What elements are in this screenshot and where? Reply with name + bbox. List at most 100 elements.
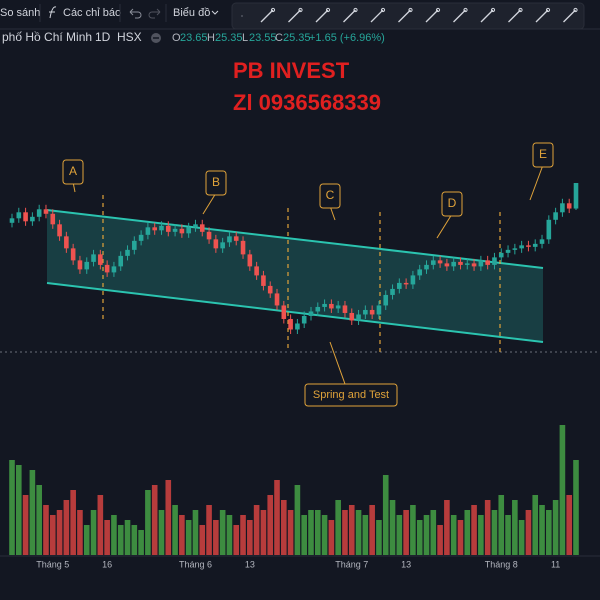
candle-body <box>43 209 49 214</box>
candle-body <box>369 309 375 315</box>
ohlc-label: O <box>172 32 181 44</box>
candle-body <box>295 323 300 330</box>
candle-body <box>159 225 164 231</box>
candle-body <box>220 242 225 249</box>
candle-body <box>193 224 198 228</box>
candle-body <box>492 257 497 265</box>
candle-body <box>30 216 35 222</box>
candle-body <box>267 285 273 294</box>
volume-bar <box>376 520 382 555</box>
volume-bar <box>389 500 396 555</box>
candle-body <box>363 309 368 315</box>
candle-body <box>437 260 443 264</box>
tool-handle <box>325 7 331 13</box>
undo-button[interactable] <box>129 8 142 19</box>
candle-body <box>560 203 565 213</box>
volume-bar <box>464 510 471 555</box>
volume-bar <box>172 505 178 555</box>
chart-type-button[interactable]: Biểu đồ <box>173 7 210 19</box>
volume-bar <box>49 515 56 555</box>
candle-body <box>308 311 314 316</box>
x-tick-label: 13 <box>245 559 255 569</box>
ohlc-value: 25.35 <box>215 32 243 44</box>
volume-bar <box>450 515 457 555</box>
indicator-icon <box>49 6 57 19</box>
brand: PB INVEST <box>233 58 350 83</box>
volume-bar <box>36 485 42 555</box>
volume-bar <box>77 510 83 555</box>
candle-body <box>36 209 42 217</box>
volume-bar <box>43 505 49 555</box>
callout-tail <box>202 192 217 215</box>
volume-bar <box>22 495 29 555</box>
volume-bar <box>294 485 301 555</box>
drawing-tools <box>241 7 578 23</box>
volume-bar <box>471 505 477 555</box>
volume-bar <box>206 505 212 555</box>
candle-body <box>451 261 456 267</box>
tool-handle <box>490 7 496 13</box>
volume-bar <box>301 515 307 555</box>
volume-bar <box>165 480 172 555</box>
volume-bar <box>518 520 525 555</box>
x-tick-label: 11 <box>551 559 560 569</box>
callout-box <box>62 159 84 185</box>
candle-body <box>165 225 171 232</box>
callout-label: B <box>212 175 220 189</box>
symbol: phố Hồ Chí Minh <box>2 30 92 44</box>
candle-body <box>57 224 62 237</box>
candle-body <box>104 264 110 273</box>
volume-bar <box>566 495 573 555</box>
volume-bar <box>396 515 403 555</box>
volume-bar <box>9 460 15 555</box>
redo-button[interactable] <box>148 8 161 19</box>
volume-bar <box>342 510 348 555</box>
volume-bar <box>267 495 274 555</box>
callout-tail <box>436 213 453 239</box>
volume-bar <box>145 490 151 555</box>
volume-bar <box>457 520 464 555</box>
compare-button[interactable]: So sánh <box>0 7 40 19</box>
ohlc-value: 23.65 <box>180 32 208 44</box>
candle-body <box>553 212 558 220</box>
x-tick-label: Tháng 8 <box>485 559 518 569</box>
tool-handle <box>298 7 303 13</box>
candle-body <box>233 236 239 241</box>
x-tick-label: 16 <box>102 559 112 569</box>
candle-body <box>335 305 341 309</box>
candle-body <box>526 245 531 247</box>
callout-label: A <box>69 164 77 178</box>
candle-body <box>281 305 287 319</box>
callout-text: Spring and Test <box>313 389 389 401</box>
candle-body <box>98 254 103 265</box>
candle-body <box>138 234 144 241</box>
volume-bar <box>63 500 70 555</box>
volume-bar <box>308 510 314 555</box>
candle-body <box>288 318 293 330</box>
candle-body <box>152 227 157 231</box>
candle-body <box>532 243 538 247</box>
candle-body <box>349 312 355 321</box>
candle-body <box>261 275 266 286</box>
callout-box <box>532 142 554 168</box>
candle-body <box>356 314 361 321</box>
candle-body <box>397 282 402 289</box>
volume-bar <box>111 515 117 555</box>
volume-bar <box>281 500 287 555</box>
volume-bar <box>546 510 552 555</box>
indicators-button[interactable]: Các chỉ báo <box>63 7 121 19</box>
symbol-header: phố Hồ Chí Minh 1D HSX O 23.65 H 25.35 L… <box>2 30 385 44</box>
candle-body <box>172 228 178 232</box>
volume-bar <box>185 520 192 555</box>
ohlc-value: 25.35 <box>283 32 311 44</box>
candle-body <box>111 266 117 273</box>
volume-bar <box>124 520 131 555</box>
grip <box>241 15 243 17</box>
volume-bar <box>348 505 355 555</box>
candle-body <box>464 263 470 265</box>
volume-bar <box>559 425 566 555</box>
volume-bar <box>423 515 430 555</box>
volume-bar <box>158 510 165 555</box>
x-tick-label: Tháng 7 <box>335 559 368 569</box>
